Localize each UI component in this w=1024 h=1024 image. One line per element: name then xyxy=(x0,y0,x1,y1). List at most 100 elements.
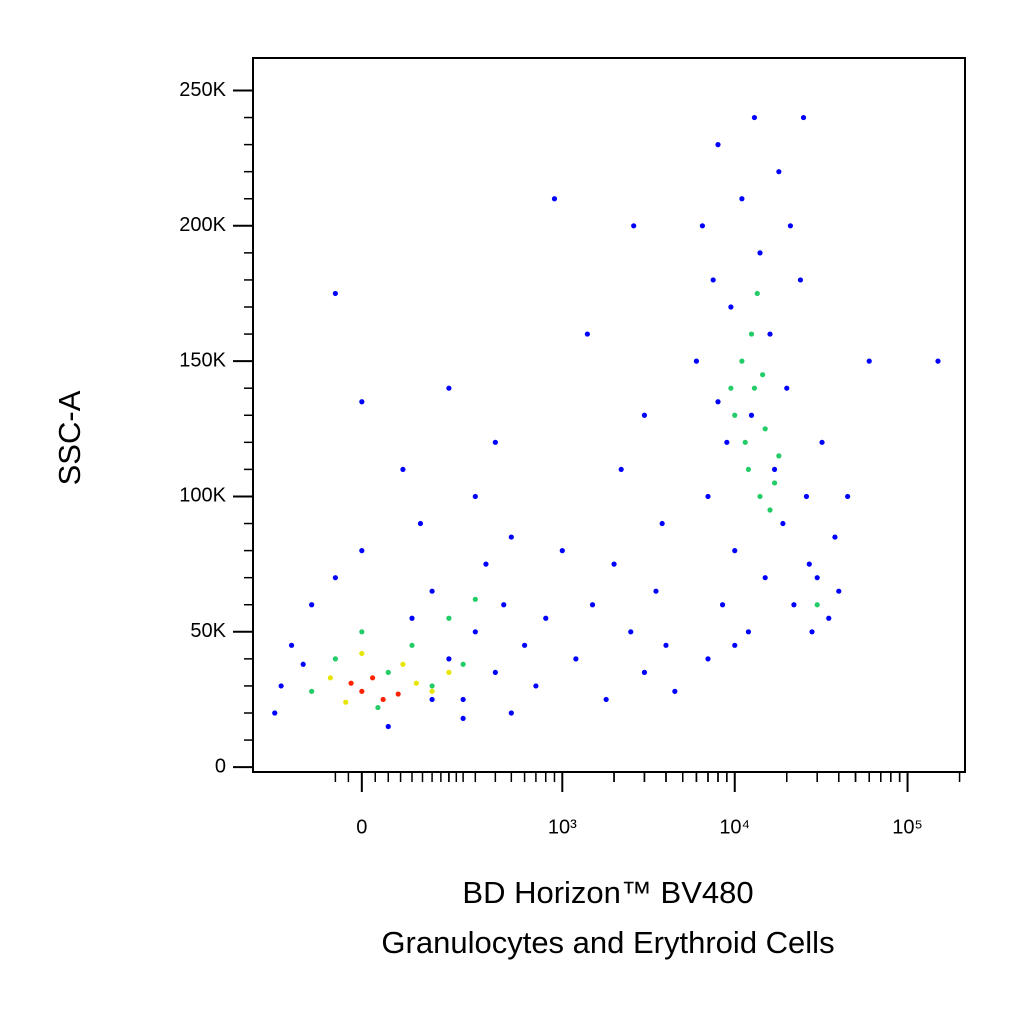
event-dot xyxy=(806,561,812,567)
event-dot xyxy=(460,696,466,703)
event-dot xyxy=(278,683,284,689)
event-dot xyxy=(343,699,349,705)
event-dot xyxy=(309,602,315,608)
event-dot xyxy=(771,466,778,473)
event-dot xyxy=(559,548,565,554)
event-dot xyxy=(767,331,773,337)
event-dot xyxy=(413,680,419,686)
event-dot xyxy=(739,358,745,364)
x-tick-label: 0 xyxy=(356,816,367,838)
event-dot xyxy=(400,466,406,473)
event-dot xyxy=(803,493,810,500)
event-dot xyxy=(385,669,391,675)
event-dot xyxy=(797,277,804,283)
event-dot xyxy=(584,331,590,337)
event-dot xyxy=(826,615,832,621)
event-dot xyxy=(814,575,820,581)
y-tick-label: 150K xyxy=(179,349,226,371)
event-dot xyxy=(672,688,678,694)
event-dot xyxy=(819,439,825,445)
x-tick-label: 10³ xyxy=(548,816,577,838)
event-dot xyxy=(742,439,748,445)
event-dot xyxy=(332,575,338,581)
event-dot xyxy=(866,358,872,364)
event-dot xyxy=(359,548,365,554)
event-dot xyxy=(288,642,295,648)
event-dot xyxy=(641,669,648,675)
event-dot xyxy=(800,114,807,121)
event-dot xyxy=(483,561,489,567)
event-dot xyxy=(501,602,507,608)
event-dot xyxy=(728,385,734,391)
y-tick-label: 50K xyxy=(190,620,226,642)
event-dot xyxy=(745,629,752,635)
event-dot xyxy=(748,412,755,418)
event-dot xyxy=(739,196,745,202)
y-tick-label: 100K xyxy=(179,485,226,507)
event-dot xyxy=(272,710,278,716)
event-dot xyxy=(715,142,721,148)
event-dot xyxy=(611,561,617,567)
x-axis-title: BD Horizon™ BV480 xyxy=(462,875,753,910)
plot-frame xyxy=(252,57,966,773)
event-dot xyxy=(409,642,415,648)
event-dot xyxy=(776,169,782,175)
event-dot xyxy=(429,696,435,703)
event-dot xyxy=(791,602,797,608)
event-dot xyxy=(653,588,659,594)
event-dot xyxy=(460,661,466,667)
event-dot xyxy=(385,723,391,730)
event-dot xyxy=(787,223,794,229)
event-dot xyxy=(521,642,528,648)
event-dot xyxy=(359,399,365,405)
event-dot xyxy=(754,290,760,297)
y-tick-label: 200K xyxy=(179,214,226,236)
event-dot xyxy=(380,696,386,703)
event-dot xyxy=(395,691,401,697)
event-dot xyxy=(710,277,716,283)
event-dot xyxy=(551,196,558,202)
event-dot xyxy=(699,223,706,229)
event-dot xyxy=(359,688,365,694)
event-dot xyxy=(492,669,498,675)
event-dot xyxy=(814,602,820,608)
event-dot xyxy=(836,588,842,594)
event-dot xyxy=(460,715,466,722)
event-dot xyxy=(472,493,478,500)
event-dot xyxy=(751,385,758,391)
event-dot xyxy=(359,650,365,657)
event-dot xyxy=(935,358,941,364)
event-dot xyxy=(446,656,452,662)
event-dot xyxy=(628,629,634,635)
event-dot xyxy=(359,629,365,635)
event-dot xyxy=(751,114,758,121)
event-dot xyxy=(375,704,381,711)
event-dot xyxy=(332,656,338,662)
event-dot xyxy=(641,412,648,418)
event-dot xyxy=(508,534,514,540)
event-dot xyxy=(780,520,786,527)
y-axis-title: SSC-A xyxy=(52,390,87,485)
event-dot xyxy=(748,331,755,337)
event-dot xyxy=(472,629,478,635)
event-dot xyxy=(732,548,738,554)
event-dot xyxy=(369,675,376,681)
event-dot xyxy=(719,602,726,608)
event-dot xyxy=(784,385,790,391)
event-dot xyxy=(508,710,514,716)
event-dot xyxy=(760,372,766,378)
event-dot xyxy=(446,669,452,675)
event-dot xyxy=(693,358,700,364)
event-dot xyxy=(400,661,406,667)
event-dot xyxy=(417,520,424,527)
event-dot xyxy=(762,426,768,432)
event-dot xyxy=(757,493,763,500)
event-dot xyxy=(446,615,452,621)
x-axis-subtitle: Granulocytes and Erythroid Cells xyxy=(381,925,834,960)
event-dot xyxy=(618,466,624,473)
event-dot xyxy=(659,520,665,527)
x-tick-label: 10⁴ xyxy=(719,816,750,838)
event-dot xyxy=(745,466,752,473)
event-dot xyxy=(832,534,838,540)
